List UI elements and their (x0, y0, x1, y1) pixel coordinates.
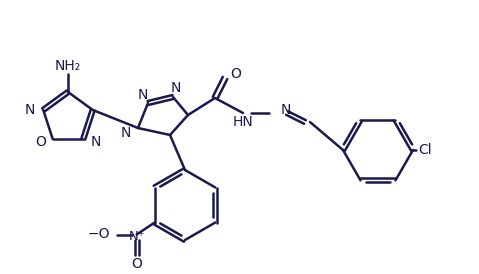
Text: O: O (35, 135, 46, 149)
Text: NH₂: NH₂ (55, 59, 81, 73)
Text: N: N (25, 103, 35, 117)
Text: O: O (131, 256, 142, 270)
Text: N: N (138, 88, 148, 102)
Text: N: N (281, 103, 291, 117)
Text: HN: HN (233, 115, 253, 129)
Text: −O: −O (87, 227, 110, 241)
Text: Cl: Cl (418, 143, 432, 157)
Text: N: N (121, 126, 131, 140)
Text: O: O (230, 67, 241, 81)
Text: N: N (171, 81, 181, 95)
Text: N: N (90, 135, 101, 149)
Text: N⁺: N⁺ (128, 230, 145, 243)
